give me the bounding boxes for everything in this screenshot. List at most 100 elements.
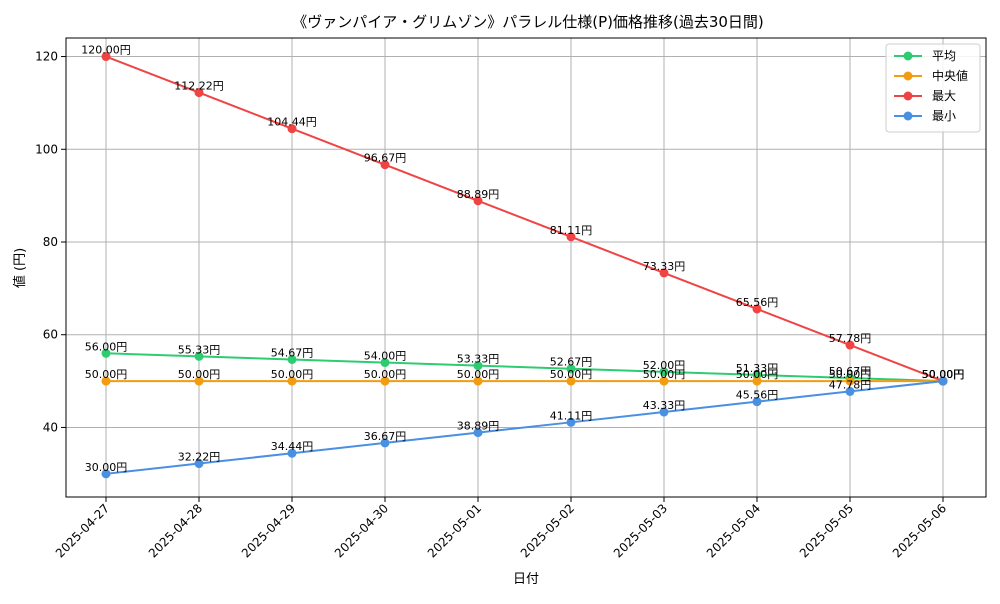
data-point [566, 417, 576, 427]
data-point [938, 376, 948, 386]
data-point [845, 340, 855, 350]
data-label: 50.00円 [922, 368, 965, 381]
data-point [194, 351, 204, 361]
data-label: 50.00円 [178, 368, 221, 381]
data-label: 88.89円 [457, 188, 500, 201]
y-tick-label: 40 [43, 420, 58, 434]
axes: 2025-04-27 2025-04-28 2025-04-29 2025-04-30… [35, 50, 949, 561]
legend-swatch-marker [903, 51, 913, 61]
data-label: 50.00円 [643, 368, 686, 381]
data-point [659, 376, 669, 386]
legend-box [885, 43, 981, 133]
data-point [752, 370, 762, 380]
data-label: 45.56円 [736, 389, 779, 402]
data-point [287, 448, 297, 458]
data-label: 43.33円 [643, 399, 686, 412]
x-tick-label: 2025-04-28 [146, 501, 205, 560]
series-line [105, 55, 944, 383]
y-tick-label: 100 [35, 142, 58, 156]
data-label: 50.67円 [829, 365, 872, 378]
data-point [473, 196, 483, 206]
data-label: 38.89円 [457, 420, 500, 433]
data-point [380, 376, 390, 386]
data-label: 52.67円 [550, 356, 593, 369]
data-point [194, 88, 204, 98]
data-label: 50.00円 [271, 368, 314, 381]
legend-swatch-marker [903, 71, 913, 81]
data-label: 36.67円 [364, 430, 407, 443]
data-point [473, 376, 483, 386]
data-point [287, 354, 297, 364]
data-label: 30.00円 [85, 461, 128, 474]
data-label: 112.22円 [174, 80, 224, 93]
legend-swatch-marker [903, 91, 913, 101]
series-line [105, 380, 944, 475]
data-point [566, 376, 576, 386]
data-point [659, 407, 669, 417]
data-point [194, 376, 204, 386]
data-label: 50.00円 [85, 368, 128, 381]
y-tick-label: 60 [43, 328, 58, 342]
x-axis-label: 日付 [513, 572, 539, 587]
data-label: 50.00円 [736, 368, 779, 381]
data-label: 96.67円 [364, 152, 407, 165]
x-tick-label: 2025-04-27 [53, 501, 112, 560]
data-label: 50.00円 [829, 368, 872, 381]
data-point [194, 459, 204, 469]
data-label: 32.22円 [178, 451, 221, 464]
data-label: 50.00円 [457, 368, 500, 381]
data-point [752, 397, 762, 407]
data-point [101, 348, 111, 358]
data-label: 65.56円 [736, 296, 779, 309]
legend-label: 中央値 [932, 68, 968, 83]
data-point [845, 386, 855, 396]
x-tick-label: 2025-05-03 [611, 501, 670, 560]
series-lines [101, 52, 948, 479]
data-label: 73.33円 [643, 260, 686, 273]
data-label: 50.00円 [922, 368, 965, 381]
data-label: 50.00円 [922, 368, 965, 381]
x-tick-label: 2025-04-30 [332, 501, 391, 560]
data-point [473, 428, 483, 438]
data-label: 54.00円 [364, 350, 407, 363]
data-label: 50.00円 [922, 368, 965, 381]
data-label: 50.00円 [364, 368, 407, 381]
data-point [287, 376, 297, 386]
data-label: 81.11円 [550, 224, 593, 237]
chart-title: 《ヴァンパイア・グリムゾン》パラレル仕様(P)価格推移(過去30日間) [292, 13, 764, 31]
data-point [473, 361, 483, 371]
series-line [105, 352, 944, 383]
y-axis-label: 値 (円) [12, 248, 28, 288]
x-tick-label: 2025-05-04 [704, 501, 763, 560]
x-tick-label: 2025-05-02 [518, 501, 577, 560]
data-point [845, 376, 855, 386]
grid-lines [66, 38, 986, 497]
legend-swatch-marker [903, 111, 913, 121]
data-label: 57.78円 [829, 332, 872, 345]
legend-label: 平均 [932, 49, 956, 63]
data-label: 50.00円 [550, 368, 593, 381]
data-point [101, 376, 111, 386]
data-label: 54.67円 [271, 346, 314, 359]
data-label: 120.00円 [81, 44, 131, 57]
data-point [566, 232, 576, 242]
y-tick-label: 120 [35, 50, 58, 64]
data-point [659, 367, 669, 377]
data-label: 104.44円 [267, 116, 317, 129]
data-label: 56.00円 [85, 340, 128, 353]
data-point [752, 376, 762, 386]
data-label: 34.44円 [271, 440, 314, 453]
y-tick-label: 80 [43, 235, 58, 249]
legend-label: 最大 [932, 89, 956, 103]
x-tick-label: 2025-04-29 [239, 501, 298, 560]
data-point [380, 438, 390, 448]
data-label: 52.00円 [643, 359, 686, 372]
data-point [380, 160, 390, 170]
data-labels: 56.00円 55.33円 54.67円 54.00円 53.33円 52.67円 52.0… [81, 44, 964, 474]
data-point [380, 358, 390, 368]
data-point [101, 52, 111, 62]
data-label: 51.33円 [736, 362, 779, 375]
